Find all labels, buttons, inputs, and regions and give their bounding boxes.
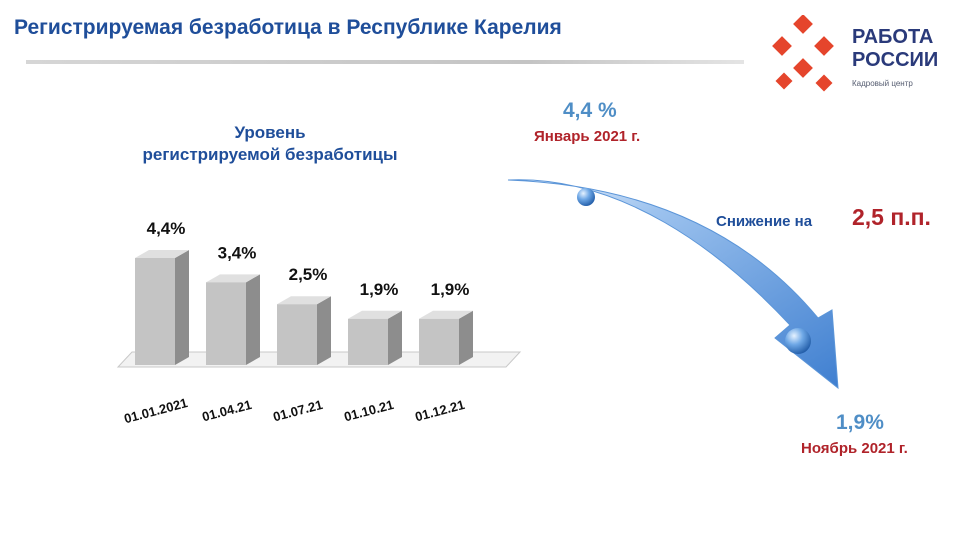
bar-front bbox=[277, 304, 317, 365]
chart-title: Уровень регистрируемой безработицы bbox=[60, 122, 480, 166]
trend-start-marker bbox=[577, 188, 595, 206]
logo-name-line2: РОССИИ bbox=[852, 49, 939, 71]
bar-value-label: 1,9% bbox=[360, 280, 399, 299]
bar-value-label: 2,5% bbox=[289, 265, 328, 284]
trend-arrow bbox=[507, 179, 839, 390]
trend-start-date: Январь 2021 г. bbox=[534, 128, 641, 145]
bar-front bbox=[419, 318, 459, 365]
bar-value-label: 3,4% bbox=[218, 243, 257, 262]
trend-end-marker bbox=[785, 328, 811, 354]
bar-side bbox=[317, 296, 331, 365]
bar-side bbox=[246, 274, 260, 365]
trend-start-value: 4,4 % bbox=[563, 99, 617, 122]
x-tick-label: 01.07.21 bbox=[271, 397, 324, 425]
decline-label: Снижение на bbox=[716, 213, 813, 230]
page-title: Регистрируемая безработица в Республике … bbox=[14, 16, 562, 39]
logo-name-line1: РАБОТА bbox=[852, 26, 934, 48]
bar-3 bbox=[277, 296, 331, 365]
bar-value-label: 4,4% bbox=[147, 219, 186, 238]
bar-top bbox=[419, 310, 473, 319]
logo-name: РАБОТА РОССИИ bbox=[852, 26, 938, 72]
trend-end-value: 1,9% bbox=[836, 411, 884, 434]
bar-4 bbox=[348, 310, 402, 365]
bar-side bbox=[459, 310, 473, 365]
trend-end-date: Ноябрь 2021 г. bbox=[801, 440, 908, 457]
bar-top bbox=[135, 250, 189, 258]
bar-side bbox=[388, 310, 402, 365]
title-divider bbox=[26, 60, 744, 64]
bar-top bbox=[277, 296, 331, 305]
bar-top bbox=[206, 274, 260, 283]
decline-value: 2,5 п.п. bbox=[852, 204, 931, 230]
x-tick-label: 01.01.2021 bbox=[122, 395, 189, 426]
logo-subtitle: Кадровый центр bbox=[852, 79, 913, 88]
chart-title-line2: регистрируемой безработицы bbox=[142, 145, 398, 164]
chart-title-line1: Уровень bbox=[234, 123, 306, 142]
bar-front bbox=[348, 318, 388, 365]
x-tick-label: 01.12.21 bbox=[413, 397, 466, 425]
x-tick-label: 01.04.21 bbox=[200, 397, 253, 425]
bar-value-label: 1,9% bbox=[431, 280, 470, 299]
bar-5 bbox=[419, 310, 473, 365]
bar-2 bbox=[206, 274, 260, 365]
bar-1 bbox=[135, 250, 189, 365]
x-tick-label: 01.10.21 bbox=[342, 397, 395, 425]
bar-front bbox=[206, 282, 246, 365]
bar-top bbox=[348, 310, 402, 319]
bar-side bbox=[175, 250, 189, 365]
bar-front bbox=[135, 258, 175, 365]
rabota-rossii-logo-icon bbox=[772, 15, 834, 92]
